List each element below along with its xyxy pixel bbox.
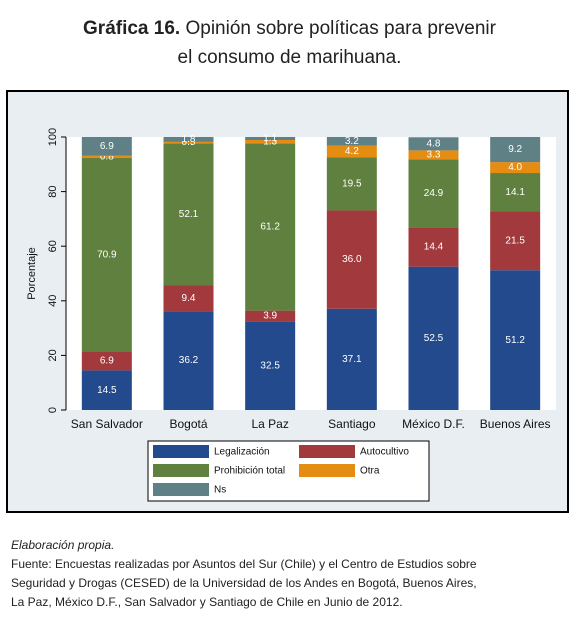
bar-segment xyxy=(81,370,132,410)
data-label: 0.8 xyxy=(100,152,114,163)
bar-segment xyxy=(326,308,377,410)
data-label: 14.1 xyxy=(505,187,525,198)
y-tick-label: 100 xyxy=(47,128,59,146)
note-line-3: Seguridad y Drogas (CESED) de la Univers… xyxy=(11,576,477,590)
bar-segment xyxy=(408,159,459,228)
data-label: 14.4 xyxy=(424,242,444,253)
bar-segment xyxy=(163,141,214,144)
data-label: 36.0 xyxy=(342,254,362,265)
data-label: 19.5 xyxy=(342,178,362,189)
legend-label: Otra xyxy=(360,466,380,477)
y-tick-label: 20 xyxy=(47,349,59,361)
data-label: 52.5 xyxy=(424,333,444,344)
plot-area xyxy=(66,137,556,410)
bar-segment xyxy=(81,351,132,371)
y-axis-title: Porcentaje xyxy=(26,247,38,300)
x-tick-label: San Salvador xyxy=(71,417,143,431)
bar-segment xyxy=(408,266,459,410)
data-label: 4.0 xyxy=(508,162,522,173)
bar-segment xyxy=(245,137,296,141)
bar-segment xyxy=(326,157,377,211)
bar-segment xyxy=(408,150,459,160)
bar-segment xyxy=(163,143,214,286)
data-label: 36.2 xyxy=(179,355,199,366)
note-line-4: La Paz, México D.F., San Salvador y Sant… xyxy=(11,595,403,609)
data-label: 70.9 xyxy=(97,249,117,260)
bar-segment xyxy=(163,137,214,142)
data-label: 37.1 xyxy=(342,354,362,365)
data-label: 6.9 xyxy=(100,356,114,367)
legend-swatch xyxy=(153,445,209,458)
bar-segment xyxy=(490,162,541,174)
bar-segment xyxy=(81,155,132,159)
data-label: 14.5 xyxy=(97,385,117,396)
bar-segment xyxy=(326,210,377,309)
data-label: 24.9 xyxy=(424,188,444,199)
note-line-2: Fuente: Encuestas realizadas por Asuntos… xyxy=(11,557,477,571)
legend-label: Autocultivo xyxy=(360,447,409,458)
figure-number: Gráfica 16. xyxy=(83,18,181,39)
data-label: 9.2 xyxy=(508,144,522,155)
data-label: 6.9 xyxy=(100,141,114,152)
data-label: 3.9 xyxy=(263,311,277,322)
legend-label: Ns xyxy=(214,485,226,496)
data-label: 3.3 xyxy=(427,150,441,161)
bar-segment xyxy=(245,140,296,144)
data-label: 0.5 xyxy=(182,137,196,148)
legend-swatch xyxy=(153,464,209,477)
y-tick-label: 40 xyxy=(47,295,59,307)
source-note: Elaboración propia. Fuente: Encuestas re… xyxy=(11,536,571,612)
legend-label: Legalización xyxy=(214,447,270,458)
x-tick-label: La Paz xyxy=(251,417,288,431)
y-tick-label: 60 xyxy=(47,240,59,252)
bar-segment xyxy=(490,173,541,212)
y-tick-label: 0 xyxy=(47,407,59,413)
bar-segment xyxy=(81,137,132,156)
data-label: 4.8 xyxy=(427,138,441,149)
note-line-1: Elaboración propia. xyxy=(11,538,115,552)
y-tick-label: 80 xyxy=(47,185,59,197)
data-label: 3.2 xyxy=(345,136,359,147)
legend-label: Prohibición total xyxy=(214,466,285,477)
bar-segment xyxy=(245,310,296,322)
bar-segment xyxy=(490,211,541,271)
bar-segment xyxy=(490,270,541,410)
bar-segment xyxy=(326,145,377,158)
data-label: 61.2 xyxy=(260,222,280,233)
bar-segment xyxy=(408,227,459,267)
bar-segment xyxy=(326,137,377,146)
data-label: 4.2 xyxy=(345,146,359,157)
legend-swatch xyxy=(299,445,355,458)
x-tick-label: Bogotá xyxy=(169,417,207,431)
bar-segment xyxy=(245,321,296,410)
x-tick-label: Buenos Aires xyxy=(480,417,551,431)
data-label: 51.2 xyxy=(505,335,525,346)
data-label: 52.1 xyxy=(179,209,199,220)
data-label: 1.8 xyxy=(182,134,196,145)
x-tick-label: Santiago xyxy=(328,417,376,431)
bar-segment xyxy=(81,158,132,352)
bar-segment xyxy=(490,137,541,163)
data-label: 32.5 xyxy=(260,360,280,371)
data-label: 1.1 xyxy=(263,133,277,144)
legend-swatch xyxy=(153,483,209,496)
bar-segment xyxy=(245,143,296,311)
chart-title: Gráfica 16. Opinión sobre políticas para… xyxy=(0,14,579,72)
data-label: 1.3 xyxy=(263,136,277,147)
legend-swatch xyxy=(299,464,355,477)
x-tick-label: México D.F. xyxy=(402,417,465,431)
bar-segment xyxy=(163,285,214,312)
bar-segment xyxy=(163,311,214,410)
data-label: 21.5 xyxy=(505,236,525,247)
title-line-2: el consumo de marihuana. xyxy=(177,47,402,68)
title-line-1: Opinión sobre políticas para prevenir xyxy=(185,18,496,39)
data-label: 9.4 xyxy=(182,293,196,304)
bar-segment xyxy=(408,137,459,151)
